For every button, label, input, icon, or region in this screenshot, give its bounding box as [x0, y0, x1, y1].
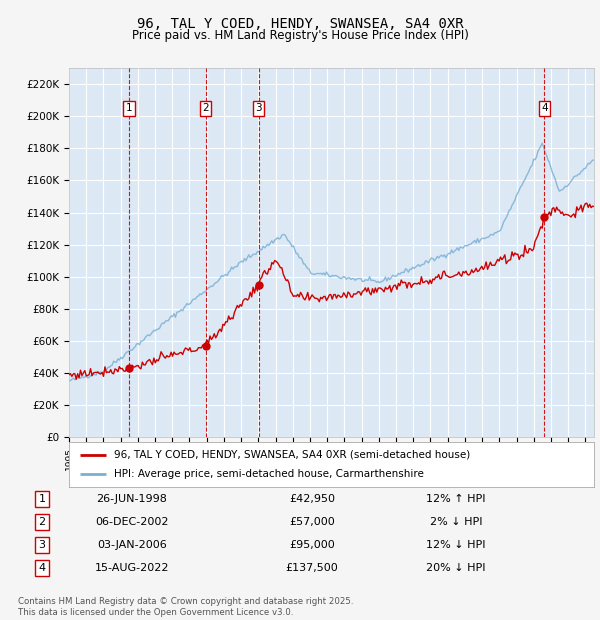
Text: 12% ↓ HPI: 12% ↓ HPI: [426, 540, 486, 550]
Text: 4: 4: [38, 563, 46, 573]
Text: 20% ↓ HPI: 20% ↓ HPI: [426, 563, 486, 573]
Text: 15-AUG-2022: 15-AUG-2022: [95, 563, 169, 573]
Text: 1: 1: [125, 104, 132, 113]
Text: 96, TAL Y COED, HENDY, SWANSEA, SA4 0XR (semi-detached house): 96, TAL Y COED, HENDY, SWANSEA, SA4 0XR …: [113, 450, 470, 459]
Text: 03-JAN-2006: 03-JAN-2006: [97, 540, 167, 550]
Text: 26-JUN-1998: 26-JUN-1998: [97, 494, 167, 504]
Text: £95,000: £95,000: [289, 540, 335, 550]
Text: 2% ↓ HPI: 2% ↓ HPI: [430, 517, 482, 527]
Text: 06-DEC-2002: 06-DEC-2002: [95, 517, 169, 527]
Text: 2: 2: [202, 104, 209, 113]
Text: £57,000: £57,000: [289, 517, 335, 527]
Text: 4: 4: [541, 104, 548, 113]
Text: HPI: Average price, semi-detached house, Carmarthenshire: HPI: Average price, semi-detached house,…: [113, 469, 424, 479]
Text: 1: 1: [38, 494, 46, 504]
Text: £42,950: £42,950: [289, 494, 335, 504]
Text: 2: 2: [38, 517, 46, 527]
Text: 3: 3: [38, 540, 46, 550]
Text: 3: 3: [255, 104, 262, 113]
Text: £137,500: £137,500: [286, 563, 338, 573]
Text: 12% ↑ HPI: 12% ↑ HPI: [426, 494, 486, 504]
Text: Contains HM Land Registry data © Crown copyright and database right 2025.
This d: Contains HM Land Registry data © Crown c…: [18, 598, 353, 617]
Text: Price paid vs. HM Land Registry's House Price Index (HPI): Price paid vs. HM Land Registry's House …: [131, 29, 469, 42]
Text: 96, TAL Y COED, HENDY, SWANSEA, SA4 0XR: 96, TAL Y COED, HENDY, SWANSEA, SA4 0XR: [137, 17, 463, 31]
